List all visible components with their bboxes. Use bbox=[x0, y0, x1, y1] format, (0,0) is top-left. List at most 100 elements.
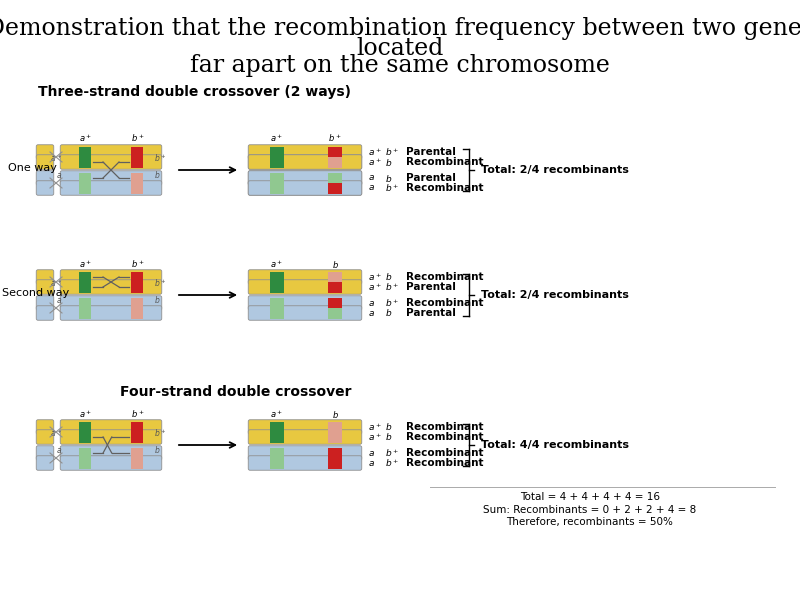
Text: $a$: $a$ bbox=[368, 449, 375, 457]
FancyBboxPatch shape bbox=[248, 420, 362, 434]
Bar bbox=[328, 307, 342, 319]
Bar bbox=[131, 421, 143, 433]
FancyBboxPatch shape bbox=[36, 420, 54, 434]
Text: $a^+$: $a^+$ bbox=[368, 431, 382, 443]
Bar bbox=[328, 157, 342, 167]
FancyBboxPatch shape bbox=[36, 155, 54, 169]
Text: Recombinant: Recombinant bbox=[406, 422, 483, 432]
Bar bbox=[328, 182, 342, 193]
FancyBboxPatch shape bbox=[60, 270, 162, 284]
Text: Recombinant: Recombinant bbox=[406, 183, 483, 193]
Bar bbox=[131, 307, 143, 319]
Text: Parental: Parental bbox=[406, 147, 456, 157]
Text: Therefore, recombinants = 50%: Therefore, recombinants = 50% bbox=[506, 517, 674, 527]
Bar bbox=[328, 157, 342, 167]
Bar bbox=[79, 281, 91, 292]
FancyBboxPatch shape bbox=[60, 420, 162, 434]
Text: $a$: $a$ bbox=[56, 296, 62, 305]
FancyBboxPatch shape bbox=[60, 296, 162, 310]
Text: $b^+$: $b^+$ bbox=[385, 146, 399, 158]
Bar bbox=[131, 457, 143, 469]
Text: located: located bbox=[356, 37, 444, 60]
FancyBboxPatch shape bbox=[60, 306, 162, 320]
Text: $a$: $a$ bbox=[82, 455, 90, 464]
Bar bbox=[328, 173, 342, 184]
Bar bbox=[270, 421, 284, 433]
Bar bbox=[270, 182, 284, 193]
Text: $a$: $a$ bbox=[82, 181, 90, 190]
Text: $a^+$: $a^+$ bbox=[368, 271, 382, 283]
Text: $a^+$: $a^+$ bbox=[368, 421, 382, 433]
Text: $a$: $a$ bbox=[368, 308, 375, 317]
Bar bbox=[270, 307, 284, 319]
Text: $b$: $b$ bbox=[385, 271, 392, 283]
Text: $b$: $b$ bbox=[134, 304, 142, 314]
Text: $a^+$: $a^+$ bbox=[270, 408, 283, 419]
Bar bbox=[79, 182, 91, 193]
Bar bbox=[79, 307, 91, 319]
Text: $a^+$: $a^+$ bbox=[50, 277, 62, 289]
Text: One way: One way bbox=[8, 163, 57, 173]
Text: $b$: $b$ bbox=[134, 179, 142, 190]
Bar bbox=[328, 457, 342, 469]
Text: $a^+$: $a^+$ bbox=[368, 156, 382, 168]
Text: $a^+$: $a^+$ bbox=[50, 427, 62, 439]
Text: $b^+$: $b^+$ bbox=[385, 457, 399, 469]
Text: $a$: $a$ bbox=[368, 184, 375, 193]
FancyBboxPatch shape bbox=[248, 171, 362, 185]
FancyBboxPatch shape bbox=[248, 296, 362, 310]
Bar bbox=[270, 457, 284, 469]
Text: Total: 2/4 recombinants: Total: 2/4 recombinants bbox=[481, 290, 629, 300]
FancyBboxPatch shape bbox=[248, 181, 362, 195]
Bar bbox=[270, 173, 284, 184]
Text: $a^+$: $a^+$ bbox=[368, 281, 382, 293]
Text: $b^+$: $b^+$ bbox=[154, 277, 166, 289]
Bar bbox=[131, 281, 143, 292]
Text: Total: 2/4 recombinants: Total: 2/4 recombinants bbox=[481, 165, 629, 175]
Text: $b$: $b$ bbox=[385, 157, 392, 167]
Text: Demonstration that the recombination frequency between two genes: Demonstration that the recombination fre… bbox=[0, 17, 800, 40]
Text: $a^+$: $a^+$ bbox=[270, 133, 283, 145]
Bar bbox=[270, 298, 284, 308]
Text: Parental: Parental bbox=[406, 173, 456, 183]
Bar bbox=[131, 431, 143, 443]
Text: Three-strand double crossover (2 ways): Three-strand double crossover (2 ways) bbox=[38, 85, 351, 99]
Bar bbox=[270, 271, 284, 283]
FancyBboxPatch shape bbox=[248, 145, 362, 159]
Text: $a$: $a$ bbox=[82, 305, 90, 314]
FancyBboxPatch shape bbox=[36, 430, 54, 444]
FancyBboxPatch shape bbox=[36, 280, 54, 294]
Text: $b$: $b$ bbox=[385, 431, 392, 443]
FancyBboxPatch shape bbox=[60, 171, 162, 185]
FancyBboxPatch shape bbox=[248, 171, 362, 185]
Text: $b^+$: $b^+$ bbox=[385, 182, 399, 194]
Text: $b^+$: $b^+$ bbox=[154, 427, 166, 439]
FancyBboxPatch shape bbox=[36, 270, 54, 284]
Bar bbox=[328, 146, 342, 157]
Text: $a$: $a$ bbox=[368, 458, 375, 467]
Text: $b^+$: $b^+$ bbox=[154, 152, 166, 164]
Bar bbox=[79, 157, 91, 167]
Text: Recombinant: Recombinant bbox=[406, 458, 483, 468]
Text: $b$: $b$ bbox=[385, 307, 392, 319]
Text: $b^+$: $b^+$ bbox=[385, 447, 399, 459]
FancyBboxPatch shape bbox=[36, 145, 54, 159]
Text: $b^+$: $b^+$ bbox=[131, 258, 145, 269]
Text: $b^+$: $b^+$ bbox=[328, 133, 342, 145]
Bar bbox=[328, 173, 342, 184]
FancyBboxPatch shape bbox=[60, 456, 162, 470]
Text: $a^+$: $a^+$ bbox=[79, 258, 93, 269]
Text: $a$: $a$ bbox=[56, 171, 62, 180]
Bar bbox=[270, 157, 284, 167]
Text: Recombinant: Recombinant bbox=[406, 432, 483, 442]
FancyBboxPatch shape bbox=[248, 456, 362, 470]
FancyBboxPatch shape bbox=[36, 171, 54, 185]
Bar bbox=[270, 281, 284, 292]
Bar bbox=[79, 448, 91, 458]
Text: $a^+$: $a^+$ bbox=[79, 408, 93, 419]
Text: $b^+$: $b^+$ bbox=[385, 297, 399, 309]
Text: $a$: $a$ bbox=[56, 446, 62, 455]
Bar bbox=[79, 421, 91, 433]
Bar bbox=[328, 421, 342, 433]
FancyBboxPatch shape bbox=[248, 270, 362, 284]
